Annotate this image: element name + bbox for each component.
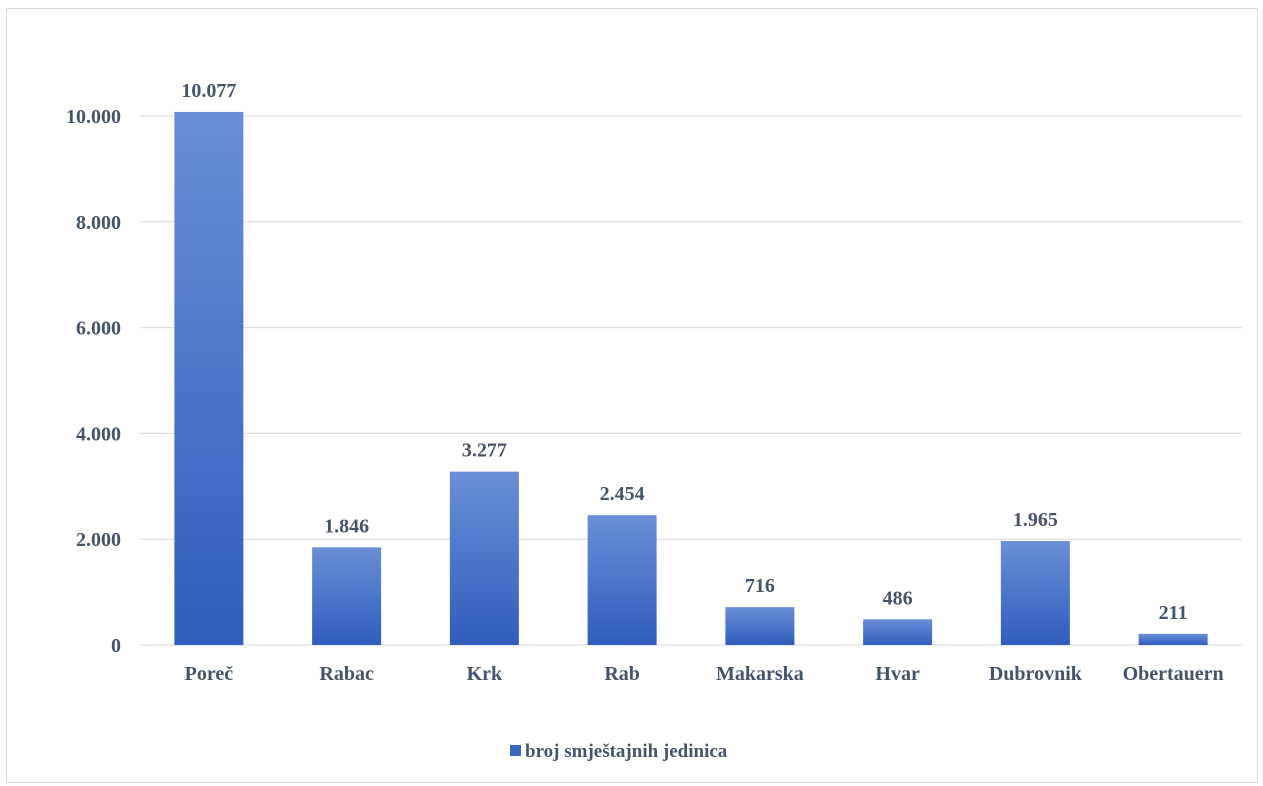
bar (587, 515, 657, 645)
y-tick-label: 10.000 (66, 106, 121, 128)
x-tick-label: Poreč (185, 663, 234, 685)
legend: broj smještajnih jedinica (510, 741, 728, 762)
bar (863, 619, 933, 645)
data-label: 1.965 (1013, 509, 1058, 531)
bar (312, 547, 382, 645)
data-label: 1.846 (324, 515, 369, 537)
y-tick-label: 0 (111, 635, 121, 657)
legend-swatch (510, 745, 521, 756)
bar (449, 471, 519, 645)
bar (1000, 541, 1070, 645)
data-labels: 10.077 1.846 3.277 2.454 716 486 1.965 211 (181, 80, 1187, 624)
x-axis-tick-labels: Poreč Rabac Krk Rab Makarska Hvar Dubrovnik Obe… (185, 663, 1224, 685)
y-tick-label: 2.000 (76, 529, 121, 551)
y-tick-label: 4.000 (76, 423, 121, 445)
x-tick-label: Rab (604, 663, 640, 685)
y-tick-label: 6.000 (76, 318, 121, 340)
x-tick-label: Krk (467, 663, 503, 685)
data-label: 10.077 (181, 80, 236, 102)
x-tick-label: Dubrovnik (989, 663, 1083, 685)
bar (1138, 633, 1208, 645)
bar (725, 607, 795, 645)
y-axis-tick-labels: 0 2.000 4.000 6.000 8.000 10.000 (66, 106, 121, 657)
x-tick-label: Makarska (716, 663, 804, 685)
data-label: 716 (745, 575, 775, 597)
bars (174, 111, 1208, 645)
data-label: 2.454 (600, 483, 645, 505)
bar (174, 111, 244, 645)
legend-label: broj smještajnih jedinica (525, 741, 728, 762)
x-tick-label: Rabac (319, 663, 374, 685)
x-tick-label: Obertauern (1123, 663, 1224, 685)
data-label: 211 (1159, 602, 1188, 624)
data-label: 486 (883, 587, 913, 609)
data-label: 3.277 (462, 440, 507, 462)
y-tick-label: 8.000 (76, 212, 121, 234)
gridlines (140, 115, 1242, 646)
x-tick-label: Hvar (875, 663, 920, 685)
